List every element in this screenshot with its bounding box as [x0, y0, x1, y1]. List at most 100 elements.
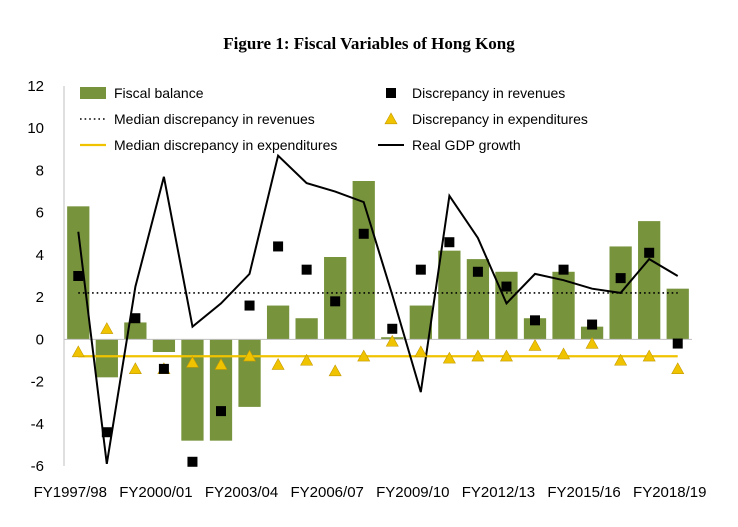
expenditure-discrepancy-marker: [357, 349, 371, 362]
y-tick-label: 4: [36, 247, 44, 264]
legend-label: Median discrepancy in revenues: [114, 111, 315, 127]
legend-label: Real GDP growth: [412, 137, 521, 153]
expenditure-discrepancy-marker: [243, 349, 257, 362]
fiscal-balance-bar: [95, 339, 118, 378]
revenue-discrepancy-marker: [273, 241, 284, 252]
chart-title: Figure 1: Fiscal Variables of Hong Kong: [223, 34, 515, 53]
x-tick-label: FY2009/10: [376, 484, 449, 501]
fiscal-balance-bar: [438, 250, 461, 340]
markers-layer: [71, 228, 685, 467]
fiscal-balance-bar: [409, 305, 432, 340]
revenue-discrepancy-marker: [472, 266, 483, 277]
expenditure-discrepancy-marker: [528, 339, 542, 351]
expenditure-discrepancy-marker: [71, 345, 85, 358]
revenue-discrepancy-marker: [444, 237, 455, 248]
legend-label: Discrepancy in revenues: [412, 85, 565, 101]
revenue-discrepancy-marker: [615, 273, 626, 284]
revenue-discrepancy-marker: [101, 427, 112, 438]
revenue-discrepancy-marker: [415, 264, 426, 275]
bars-layer: [67, 181, 689, 441]
expenditure-discrepancy-marker: [128, 362, 142, 374]
fiscal-balance-bar: [580, 326, 604, 340]
y-tick-label: 8: [36, 162, 44, 179]
axis-layer: [63, 86, 692, 466]
x-tick-label: FY2015/16: [547, 484, 620, 501]
revenue-discrepancy-marker: [216, 406, 226, 417]
expenditure-discrepancy-marker: [100, 322, 114, 334]
y-axis-ticks: -6 -4 -2 0 2 4 6 8 10 12: [27, 78, 44, 475]
legend-swatch-square: [386, 88, 396, 98]
legend-item: Fiscal balance: [80, 85, 204, 101]
gdp-line-layer: [77, 153, 679, 465]
expenditure-discrepancy-marker: [442, 351, 456, 364]
legend-swatch-triangle: [384, 112, 398, 125]
expenditure-discrepancy-marker: [671, 362, 685, 374]
y-tick-label: -4: [31, 416, 44, 433]
revenue-discrepancy-marker: [644, 247, 655, 258]
x-tick-label: FY2000/01: [119, 484, 192, 501]
legend-item: Real GDP growth: [378, 137, 521, 153]
legend-swatch-bar: [80, 87, 106, 99]
y-tick-label: -2: [31, 374, 44, 391]
fiscal-balance-bar: [295, 318, 318, 340]
revenue-discrepancy-marker: [530, 315, 540, 326]
y-tick-label: 6: [36, 205, 44, 222]
legend-item: Discrepancy in revenues: [386, 85, 565, 101]
expenditure-discrepancy-marker: [385, 334, 399, 347]
x-axis-ticks: FY1997/98 FY2000/01 FY2003/04 FY2006/07 FY20…: [34, 484, 707, 501]
legend-label: Discrepancy in expenditures: [412, 111, 588, 127]
revenue-discrepancy-marker: [387, 323, 398, 334]
expenditure-discrepancy-marker: [642, 349, 656, 362]
revenue-discrepancy-marker: [73, 271, 84, 281]
x-tick-label: FY2006/07: [290, 484, 363, 501]
expenditure-discrepancy-marker: [328, 364, 342, 377]
fiscal-balance-bar: [523, 318, 547, 340]
expenditure-discrepancy-marker: [585, 336, 599, 349]
revenue-discrepancy-marker: [301, 264, 312, 275]
median-lines-layer: [78, 292, 678, 358]
expenditure-discrepancy-marker: [414, 345, 428, 358]
expenditure-discrepancy-marker: [471, 349, 485, 362]
fiscal-balance-bar: [466, 259, 490, 340]
fiscal-balance-bar: [152, 339, 176, 352]
expenditure-discrepancy-marker: [185, 355, 199, 368]
y-tick-label: 0: [36, 331, 44, 348]
legend-label: Fiscal balance: [114, 85, 204, 101]
x-tick-label: FY2012/13: [462, 484, 535, 501]
fiscal-balance-bar: [266, 305, 290, 340]
x-tick-label: FY2003/04: [205, 484, 278, 501]
expenditure-discrepancy-marker: [557, 347, 571, 360]
expenditure-discrepancy-marker: [614, 353, 628, 366]
y-tick-label: 10: [27, 120, 44, 137]
expenditure-discrepancy-marker: [214, 358, 228, 370]
expenditure-discrepancy-marker: [300, 353, 314, 366]
fiscal-balance-bar: [666, 288, 689, 340]
expenditure-discrepancy-marker: [271, 358, 285, 370]
x-tick-label: FY1997/98: [34, 484, 107, 501]
revenue-discrepancy-marker: [130, 313, 141, 324]
revenue-discrepancy-marker: [587, 319, 598, 330]
y-tick-label: 2: [36, 289, 44, 306]
revenue-discrepancy-marker: [244, 300, 255, 311]
fiscal-balance-bar: [552, 271, 575, 340]
legend-item: Median discrepancy in revenues: [80, 111, 315, 127]
revenue-discrepancy-marker: [558, 264, 569, 275]
real-gdp-growth-line: [77, 153, 679, 465]
fiscal-balance-bar: [209, 339, 233, 441]
fiscal-balance-bar: [638, 221, 661, 340]
revenue-discrepancy-marker: [501, 281, 512, 292]
fiscal-balance-bar: [181, 339, 204, 441]
legend-item: Discrepancy in expenditures: [384, 111, 588, 127]
revenue-discrepancy-marker: [158, 363, 169, 374]
legend: Fiscal balance Discrepancy in revenues Med…: [80, 85, 588, 153]
revenue-discrepancy-marker: [358, 228, 369, 239]
revenue-discrepancy-marker: [672, 338, 683, 349]
expenditure-discrepancy-marker: [499, 349, 513, 362]
y-tick-label: 12: [27, 78, 44, 95]
legend-item: Median discrepancy in expenditures: [80, 137, 337, 153]
y-tick-label: -6: [31, 458, 44, 475]
fiscal-balance-bar: [238, 339, 261, 407]
revenue-discrepancy-marker: [330, 296, 341, 307]
revenue-discrepancy-marker: [187, 456, 198, 467]
